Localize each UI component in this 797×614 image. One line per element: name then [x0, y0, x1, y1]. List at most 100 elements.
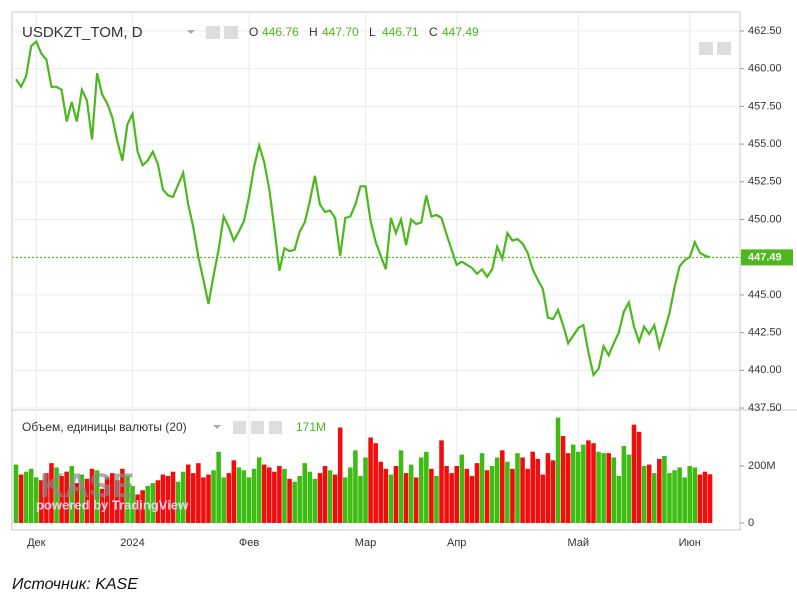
volume-bar: [196, 463, 201, 523]
volume-bar: [434, 475, 439, 523]
volume-bar: [601, 453, 606, 523]
volume-bar: [135, 494, 140, 523]
x-tick-label: Май: [568, 537, 590, 549]
volume-bar: [621, 446, 627, 523]
volume-bar: [555, 417, 561, 523]
volume-bar: [424, 451, 429, 523]
eye-icon[interactable]: [233, 421, 246, 434]
volume-bar: [302, 463, 308, 523]
volume-bar: [272, 471, 277, 523]
volume-bar: [277, 465, 282, 523]
chart: KASE powered by TradingView USDKZT_TOM, …: [11, 11, 797, 549]
volume-bar: [403, 473, 409, 523]
ohlc-value: 446.76: [262, 25, 299, 39]
volume-bar: [408, 464, 414, 523]
volume-bar: [33, 477, 39, 523]
volume-bar: [697, 474, 703, 523]
volume-bar: [261, 464, 267, 523]
volume-bar: [363, 457, 368, 523]
volume-bar: [626, 454, 632, 523]
volume-bar: [454, 465, 459, 523]
volume-bar: [297, 475, 302, 523]
volume-bar: [84, 478, 90, 523]
ohlc-name: O: [249, 25, 258, 39]
volume-bar: [672, 470, 677, 523]
eye-icon[interactable]: [206, 26, 220, 39]
y-tick-label: 460.00: [748, 63, 782, 75]
volume-bar: [515, 453, 520, 523]
x-tick-label: Дек: [27, 537, 46, 549]
y-tick-label: 200M: [748, 460, 776, 472]
ohlc-value: 446.71: [382, 25, 419, 39]
volume-bar: [484, 470, 490, 523]
volume-bar: [469, 475, 475, 523]
volume-bar: [641, 465, 647, 523]
ohlc-name: L: [369, 25, 376, 39]
volume-bar: [413, 477, 419, 523]
volume-bar: [429, 468, 434, 523]
volume-bar: [687, 465, 693, 523]
volume-bar: [23, 471, 29, 523]
volume-bar: [494, 457, 500, 523]
watermark-text: powered by TradingView: [36, 497, 189, 512]
volume-bar: [581, 444, 586, 523]
y-tick-label: 440.00: [748, 364, 782, 376]
settings-icon[interactable]: [224, 26, 238, 39]
volume-bar: [130, 485, 135, 523]
settings-icon[interactable]: [251, 421, 264, 434]
volume-bar: [201, 477, 206, 523]
volume-bar: [180, 471, 186, 523]
dropdown-icon[interactable]: [213, 425, 221, 429]
volume-bar: [393, 465, 399, 523]
volume-bar: [170, 471, 176, 523]
volume-bar: [489, 465, 495, 523]
ohlc-value: 447.70: [322, 25, 359, 39]
x-tick-label: 2024: [120, 537, 144, 549]
volume-bar: [211, 470, 216, 523]
volume-bar: [449, 473, 454, 523]
dropdown-icon[interactable]: [187, 30, 195, 34]
y-tick-label: 450.00: [748, 213, 782, 225]
volume-bar: [145, 485, 150, 523]
volume-bar: [251, 468, 257, 523]
price-line: [15, 39, 711, 378]
volume-bar: [94, 470, 100, 523]
volume-bar: [500, 450, 505, 523]
volume-bar: [292, 481, 297, 523]
y-tick-label: 457.50: [748, 100, 782, 112]
scale-icon[interactable]: [717, 42, 731, 55]
volume-bar: [439, 440, 444, 523]
volume-bar: [307, 471, 313, 523]
volume-bar: [707, 474, 713, 523]
volume-bar: [282, 468, 287, 523]
x-tick-label: Июн: [679, 537, 701, 549]
volume-bar: [125, 475, 130, 523]
volume-bar: [140, 490, 145, 523]
volume-bar: [160, 474, 166, 523]
volume-bar: [267, 467, 272, 523]
volume-bar: [510, 468, 515, 523]
volume-bar: [109, 473, 115, 523]
last-price-box: [741, 249, 793, 266]
volume-bar: [631, 424, 637, 523]
volume-bar: [150, 483, 156, 523]
volume-bar: [540, 474, 546, 523]
close-icon[interactable]: [269, 421, 282, 434]
volume-bar: [535, 458, 541, 523]
x-tick-label: Фев: [239, 537, 259, 549]
volume-bar: [682, 477, 687, 523]
volume-bar: [505, 461, 510, 523]
scale-icon[interactable]: [699, 42, 713, 55]
y-tick-label: 442.50: [748, 327, 782, 339]
volume-bar: [378, 461, 384, 523]
volume-bar: [191, 473, 196, 523]
volume-current: 171M: [296, 420, 326, 434]
volume-bar: [332, 474, 338, 523]
volume-bar: [479, 453, 485, 523]
volume-bar: [287, 478, 292, 523]
chart-title: USDKZT_TOM, D: [22, 24, 143, 41]
volume-bar: [226, 473, 232, 523]
volume-bar: [560, 436, 566, 523]
y-tick-label: 437.50: [748, 402, 782, 414]
volume-bar: [464, 468, 470, 523]
